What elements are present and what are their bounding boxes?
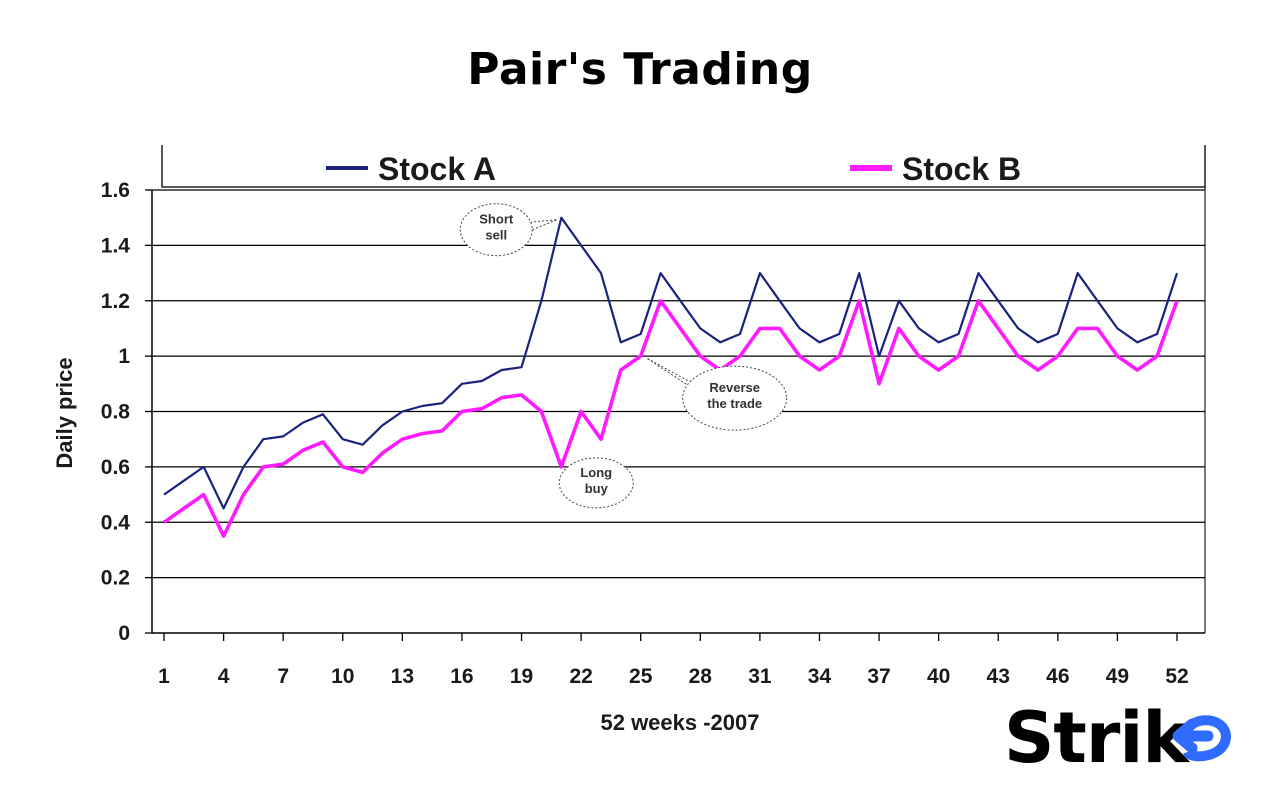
callout-label: Reverse <box>709 380 760 395</box>
y-axis-title: Daily price <box>52 357 77 468</box>
x-tick-label: 25 <box>629 665 653 688</box>
y-tick-label: 0 <box>118 622 130 645</box>
legend: Stock A Stock B <box>161 145 1206 188</box>
callout-label: sell <box>485 228 507 243</box>
y-tick-label: 0.8 <box>101 401 131 424</box>
x-tick-label: 22 <box>569 665 592 688</box>
strike-logo-mark: Strik <box>1004 697 1232 779</box>
x-tick-label: 19 <box>510 665 533 688</box>
callout-label: Long <box>580 465 612 480</box>
legend-frame <box>161 145 1206 188</box>
axes: 0 0.2 0.4 0.6 0.8 1 1.2 1.4 1.6 1 4 7 10 13 16 19 22 25 28… <box>101 179 1205 688</box>
callout-ellipse <box>459 203 533 257</box>
x-tick-label: 16 <box>450 665 473 688</box>
callout-ellipse <box>558 457 634 509</box>
grid <box>152 187 1206 633</box>
legend-label: Stock A <box>378 151 496 187</box>
x-tick-label: 13 <box>391 665 414 688</box>
y-tick-label: 0.2 <box>101 567 130 590</box>
strike-logo: Strik <box>1004 696 1234 779</box>
y-tick-label: 1.4 <box>101 234 131 257</box>
y-tick-label: 0.4 <box>101 511 131 534</box>
x-tick-label: 4 <box>218 665 230 688</box>
legend-label: Stock B <box>902 151 1021 187</box>
x-tick-label: 52 <box>1165 665 1188 688</box>
x-tick-label: 49 <box>1106 665 1129 688</box>
x-tick-label: 34 <box>808 665 832 688</box>
y-tick-label: 1.6 <box>101 179 130 202</box>
series-line-stock-a <box>163 216 1179 510</box>
page-title: Pair's Trading <box>467 44 813 95</box>
callout-label: Short <box>479 212 514 227</box>
y-tick-label: 0.6 <box>101 456 130 479</box>
y-tick-label: 1 <box>118 345 130 368</box>
x-tick-label: 7 <box>277 665 289 688</box>
svg-text:Strik: Strik <box>1004 697 1190 776</box>
y-tick-label: 1.2 <box>101 290 130 313</box>
x-axis-title: 52 weeks -2007 <box>600 710 759 735</box>
series-layer <box>162 216 1179 538</box>
callout-label: buy <box>585 481 609 496</box>
x-tick-label: 46 <box>1046 665 1069 688</box>
x-tick-label: 10 <box>331 665 354 688</box>
x-tick-label: 1 <box>158 665 170 688</box>
x-tick-label: 37 <box>867 665 890 688</box>
x-tick-label: 28 <box>689 665 713 688</box>
callout-ellipse <box>682 365 788 431</box>
callout-label: the trade <box>707 396 762 411</box>
x-tick-label: 43 <box>987 665 1010 688</box>
x-tick-label: 31 <box>748 665 772 688</box>
x-tick-label: 40 <box>927 665 950 688</box>
series-line-stock-b <box>162 298 1179 538</box>
